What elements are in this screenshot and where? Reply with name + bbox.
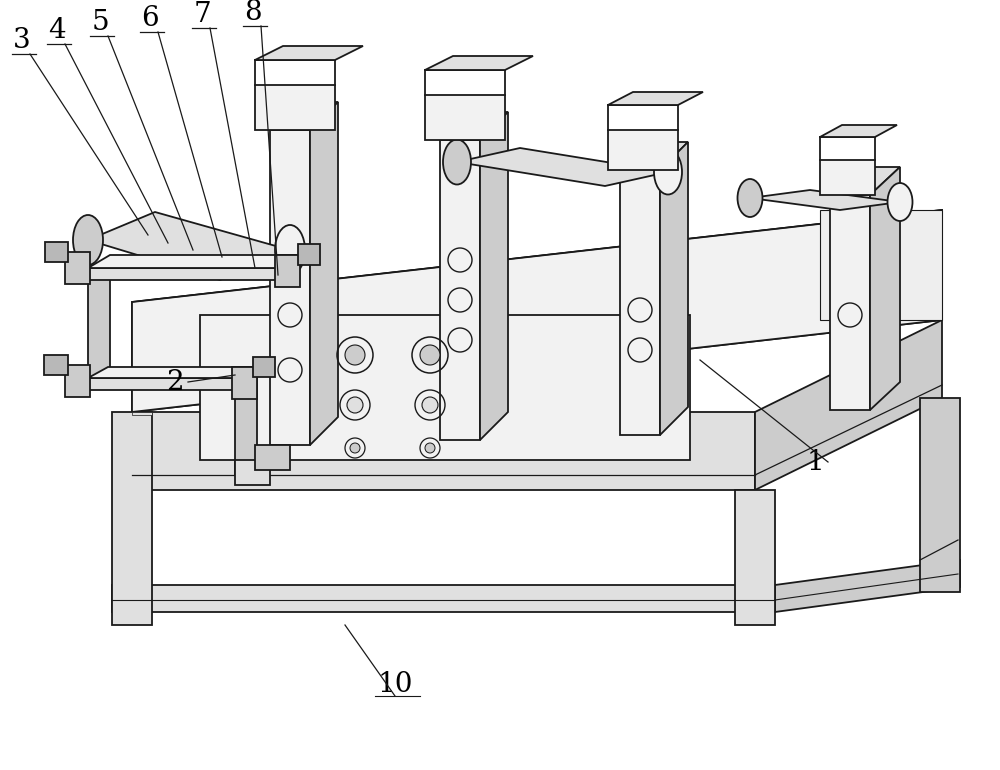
Polygon shape <box>298 244 320 265</box>
Polygon shape <box>425 56 533 70</box>
Polygon shape <box>255 85 335 130</box>
Polygon shape <box>270 102 338 130</box>
Polygon shape <box>608 92 703 105</box>
Polygon shape <box>112 585 775 612</box>
Polygon shape <box>620 170 660 435</box>
Polygon shape <box>270 130 310 445</box>
Polygon shape <box>253 357 275 377</box>
Polygon shape <box>112 412 152 625</box>
Polygon shape <box>235 460 270 485</box>
Polygon shape <box>830 195 870 410</box>
Text: 2: 2 <box>166 369 184 396</box>
Polygon shape <box>775 560 960 612</box>
Polygon shape <box>660 142 688 435</box>
Polygon shape <box>88 378 235 390</box>
Polygon shape <box>608 130 678 170</box>
Polygon shape <box>425 95 505 140</box>
Polygon shape <box>440 112 508 140</box>
Text: 4: 4 <box>48 16 66 43</box>
Polygon shape <box>88 212 290 280</box>
Polygon shape <box>232 367 257 399</box>
Polygon shape <box>830 167 900 195</box>
Ellipse shape <box>443 139 471 185</box>
Polygon shape <box>440 140 480 440</box>
Circle shape <box>425 443 435 453</box>
Polygon shape <box>88 268 110 378</box>
Text: 5: 5 <box>91 8 109 35</box>
Polygon shape <box>132 412 152 415</box>
Polygon shape <box>65 365 90 397</box>
Text: 1: 1 <box>806 448 824 476</box>
Text: 10: 10 <box>377 671 413 698</box>
Text: 8: 8 <box>244 0 262 25</box>
Circle shape <box>350 443 360 453</box>
Text: 7: 7 <box>193 1 211 28</box>
Polygon shape <box>132 210 942 412</box>
Polygon shape <box>735 490 775 625</box>
Polygon shape <box>200 315 690 460</box>
Polygon shape <box>255 445 290 470</box>
Polygon shape <box>88 268 278 280</box>
Ellipse shape <box>654 149 682 195</box>
Polygon shape <box>457 148 668 186</box>
Polygon shape <box>88 367 255 378</box>
Ellipse shape <box>888 183 912 221</box>
Polygon shape <box>870 167 900 410</box>
Polygon shape <box>820 125 897 137</box>
Polygon shape <box>132 412 755 490</box>
Circle shape <box>345 345 365 365</box>
Polygon shape <box>755 320 942 490</box>
Text: 3: 3 <box>13 26 31 53</box>
Polygon shape <box>45 242 68 262</box>
Circle shape <box>347 397 363 413</box>
Text: 6: 6 <box>141 5 159 32</box>
Polygon shape <box>480 112 508 440</box>
Polygon shape <box>820 160 875 195</box>
Circle shape <box>422 397 438 413</box>
Polygon shape <box>820 210 942 320</box>
Ellipse shape <box>73 215 103 265</box>
Polygon shape <box>65 252 90 284</box>
Polygon shape <box>310 102 338 445</box>
Polygon shape <box>255 46 363 60</box>
Polygon shape <box>750 190 900 210</box>
Polygon shape <box>88 255 300 268</box>
Circle shape <box>420 345 440 365</box>
Polygon shape <box>44 355 68 375</box>
Polygon shape <box>235 378 257 475</box>
Polygon shape <box>132 210 942 412</box>
Polygon shape <box>620 142 688 170</box>
Polygon shape <box>275 255 300 287</box>
Ellipse shape <box>738 179 763 217</box>
Ellipse shape <box>275 225 305 275</box>
Polygon shape <box>920 398 960 592</box>
